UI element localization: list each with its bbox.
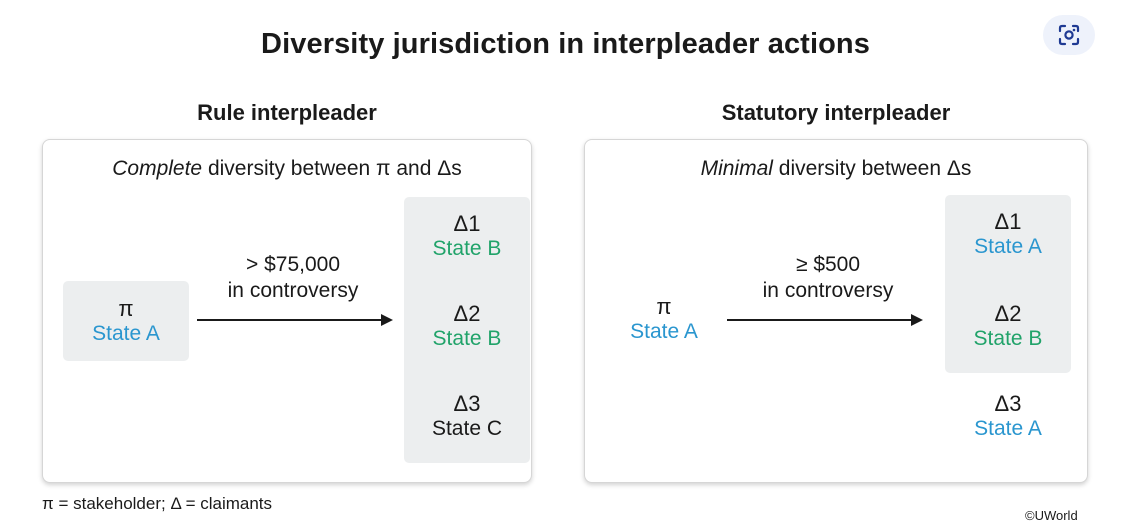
claimant-symbol: Δ3 — [453, 391, 481, 416]
claimant-symbol: Δ3 — [994, 391, 1022, 416]
claimant-state: State B — [432, 237, 502, 260]
statutory-subtitle-text: diversity between Δs — [772, 157, 972, 180]
rule-subtitle-emphasis: Complete — [112, 157, 203, 180]
legend-footnote: π = stakeholder; Δ = claimants — [42, 494, 273, 513]
stakeholder-state: State A — [92, 322, 160, 345]
rule-claimant-3: Δ3 State C — [404, 391, 530, 441]
stakeholder-symbol: π — [656, 294, 672, 319]
stakeholder-symbol: π — [118, 296, 134, 321]
rule-claimant-1: Δ1 State B — [404, 211, 530, 261]
rule-subtitle: Complete diversity between π and Δs — [43, 157, 531, 181]
statutory-interpleader-heading: Statutory interpleader — [721, 100, 951, 125]
rule-controversy: in controversy — [227, 279, 359, 302]
claimant-symbol: Δ1 — [453, 211, 481, 236]
stakeholder-state: State A — [630, 320, 698, 343]
claimant-state: State C — [431, 417, 503, 440]
claimant-symbol: Δ2 — [453, 301, 481, 326]
claimant-symbol: Δ1 — [994, 209, 1022, 234]
statutory-amount: ≥ $500 — [795, 253, 861, 276]
rule-arrow — [197, 314, 393, 326]
statutory-claimant-2: Δ2 State B — [945, 301, 1071, 351]
claimant-state: State A — [974, 235, 1042, 258]
rule-amount: > $75,000 — [245, 253, 340, 276]
statutory-claimant-3: Δ3 State A — [945, 391, 1071, 441]
rule-stakeholder-box: π State A — [63, 281, 189, 361]
statutory-interpleader-panel: Minimal diversity between Δs π State A ≥… — [584, 139, 1088, 483]
statutory-claimant-1: Δ1 State A — [945, 209, 1071, 259]
rule-interpleader-heading: Rule interpleader — [197, 100, 377, 125]
statutory-claimants-box: Δ1 State A Δ2 State B — [945, 195, 1071, 373]
rule-amount-label: > $75,000 in controversy — [193, 252, 393, 304]
lens-button[interactable] — [1043, 15, 1095, 55]
statutory-subtitle-emphasis: Minimal — [700, 157, 773, 180]
rule-subtitle-text: diversity between π and Δs — [202, 157, 462, 180]
copyright-credit: ©UWorld — [1025, 508, 1078, 523]
claimant-state: State A — [974, 417, 1042, 440]
statutory-subtitle: Minimal diversity between Δs — [585, 157, 1087, 181]
claimant-state: State B — [432, 327, 502, 350]
claimant-symbol: Δ2 — [994, 301, 1022, 326]
claimant-state: State B — [973, 327, 1043, 350]
rule-interpleader-panel: Complete diversity between π and Δs π St… — [42, 139, 532, 483]
statutory-arrow — [727, 314, 923, 326]
lens-scan-icon — [1058, 24, 1080, 46]
statutory-stakeholder: π State A — [601, 294, 727, 344]
rule-claimant-2: Δ2 State B — [404, 301, 530, 351]
diagram-title: Diversity jurisdiction in interpleader a… — [261, 28, 870, 60]
statutory-amount-label: ≥ $500 in controversy — [723, 252, 933, 304]
statutory-controversy: in controversy — [762, 279, 894, 302]
rule-claimants-box: Δ1 State B Δ2 State B Δ3 State C — [404, 197, 530, 463]
